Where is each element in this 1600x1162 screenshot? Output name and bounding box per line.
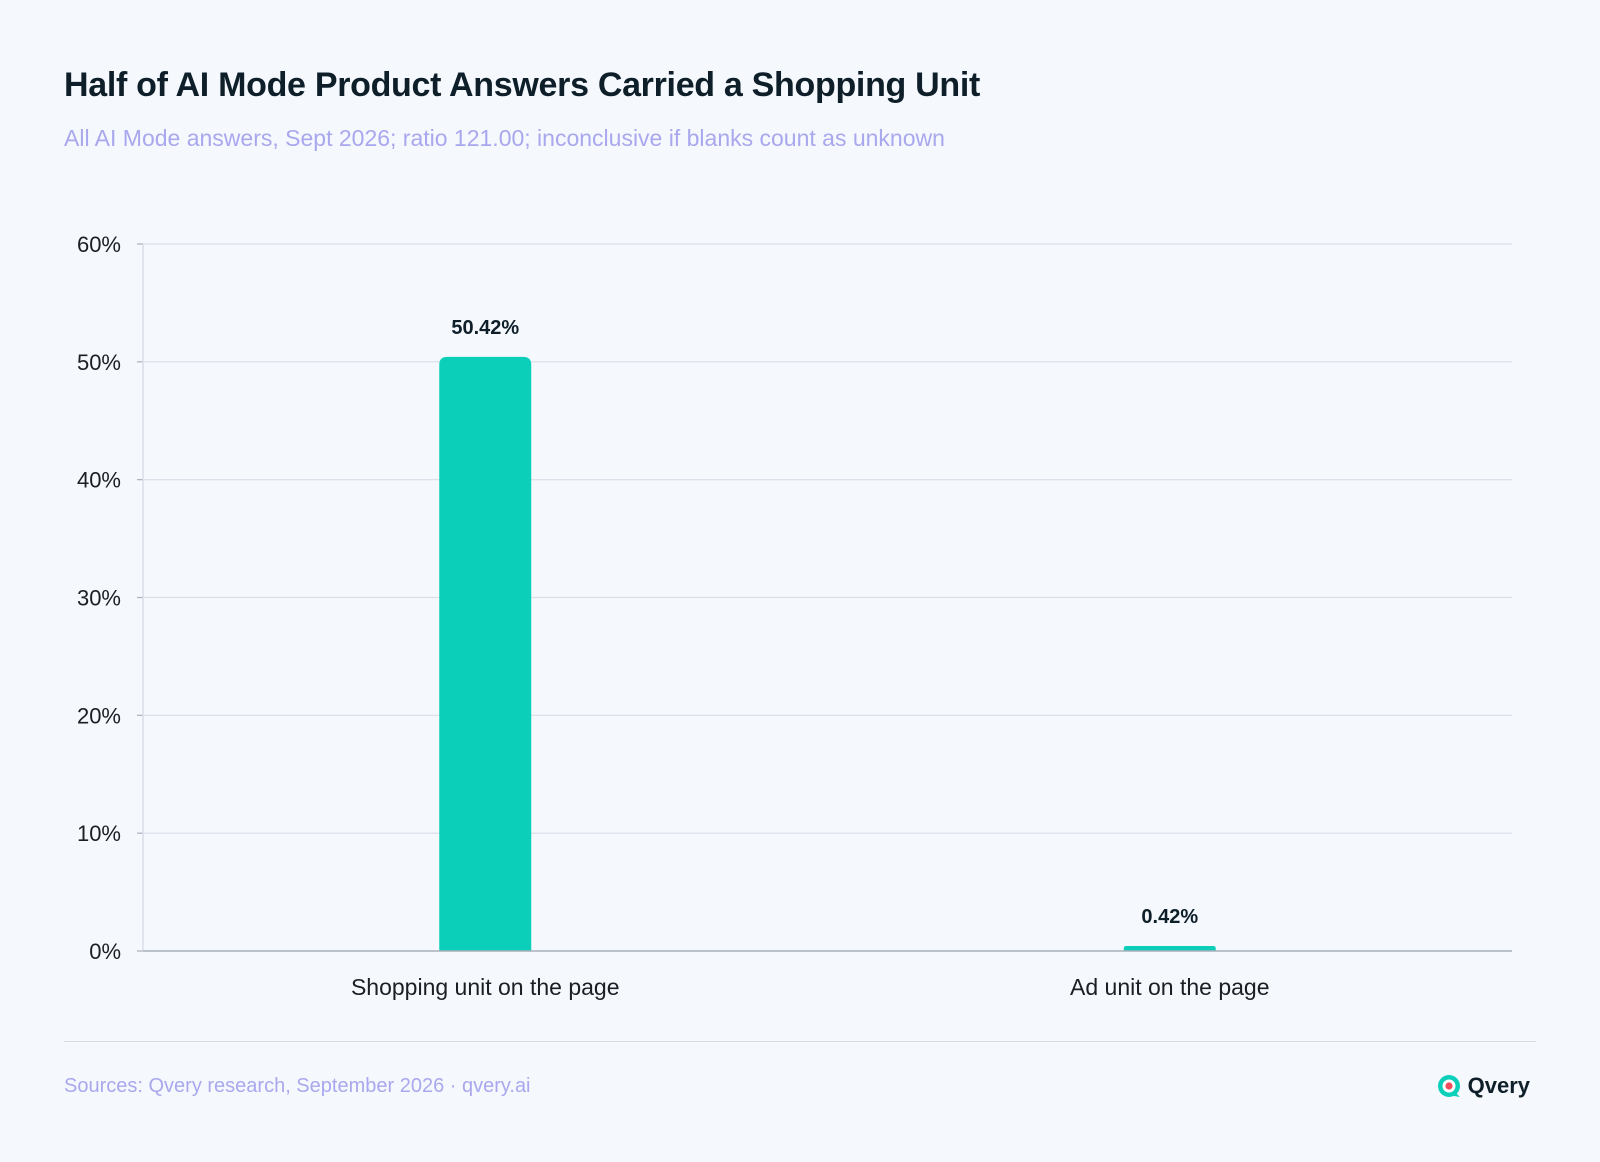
data-label: 0.42% bbox=[1141, 906, 1198, 928]
bar bbox=[1123, 946, 1216, 951]
data-label: 50.42% bbox=[451, 317, 519, 339]
bar-chart: 0% 10% 20% 30% 40% 50% 60% 50.42% Shopping unit … bbox=[77, 232, 1512, 1000]
brand: Qvery bbox=[1436, 1073, 1530, 1099]
bar bbox=[439, 356, 532, 951]
y-tick-label: 30% bbox=[77, 586, 121, 611]
brand-name: Qvery bbox=[1467, 1073, 1530, 1098]
x-tick-label: Shopping unit on the page bbox=[351, 974, 620, 1000]
qvery-logo-icon bbox=[1437, 1075, 1460, 1097]
y-tick-label: 40% bbox=[77, 468, 121, 493]
y-tick-label: 0% bbox=[89, 939, 121, 964]
y-tick-label: 10% bbox=[77, 821, 121, 846]
y-tick-label: 60% bbox=[77, 232, 121, 257]
x-tick-label: Ad unit on the page bbox=[1070, 974, 1270, 1000]
footer-divider bbox=[64, 1041, 1536, 1042]
chart-title: Half of AI Mode Product Answers Carried … bbox=[64, 66, 981, 104]
y-tick-label: 50% bbox=[77, 350, 121, 375]
source-note: Sources: Qvery research, September 2026 … bbox=[64, 1075, 531, 1097]
y-tick-label: 20% bbox=[77, 703, 121, 728]
chart-subtitle: All AI Mode answers, Sept 2026; ratio 12… bbox=[64, 125, 945, 151]
